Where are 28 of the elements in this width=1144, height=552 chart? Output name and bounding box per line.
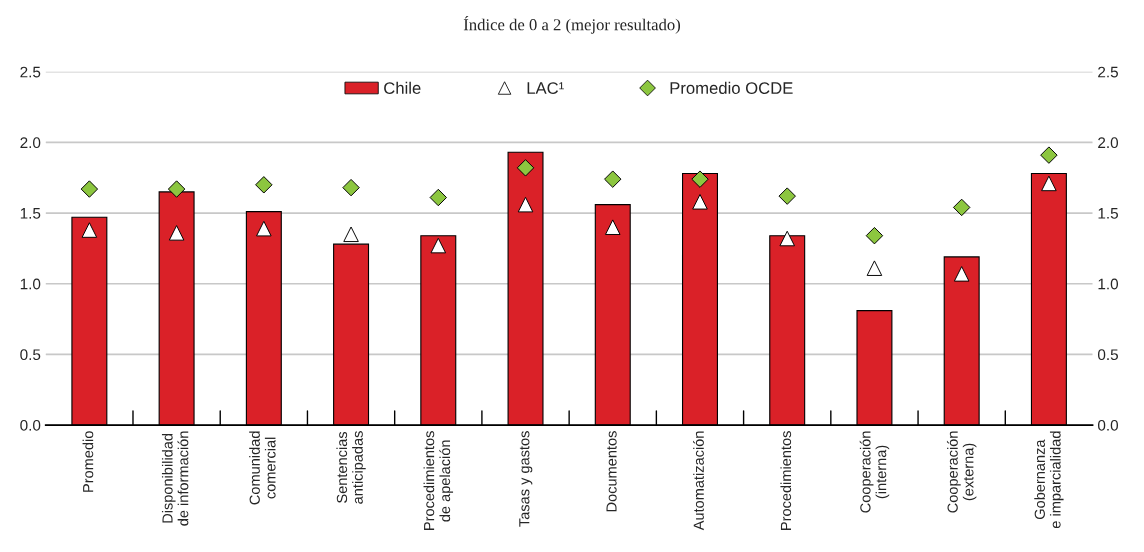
y2-tick-label: 1.0	[1098, 278, 1119, 290]
x-tick-label: Cooperación (externa)	[946, 431, 977, 513]
x-tick-label: Documentos	[606, 431, 617, 512]
x-tick-label: Disponibilidad de información	[161, 431, 189, 526]
y2-tick-label: 2.5	[1098, 66, 1118, 78]
y-tick-label: 0.5	[20, 349, 41, 361]
x-tick-label: Procedimientos de apelación	[423, 431, 454, 530]
legend-label: LAC¹	[527, 82, 564, 94]
y2-tick-label: 2.0	[1098, 137, 1119, 149]
y2-tick-label: 1.5	[1098, 208, 1118, 219]
x-tick-label: Procedimientos	[780, 431, 792, 530]
x-tick-label: Gobernanza e imparcialidad	[1034, 431, 1064, 529]
y2-tick-label: 0.0	[1097, 419, 1119, 431]
chart-title: Índice de 0 a 2 (mejor resultado)	[463, 15, 681, 34]
legend-label: Chile	[384, 81, 421, 94]
x-tick-label: Automatización	[693, 431, 704, 531]
y-tick-label: 2.5	[20, 66, 41, 78]
x-tick-label: Sentencias anticipadas	[336, 431, 366, 504]
x-tick-label: Comunidad comercial	[249, 431, 276, 505]
y2-tick-label: 0.5	[1097, 349, 1118, 361]
y-tick-label: 1.0	[20, 278, 41, 290]
x-tick-label: Tasas y gastos	[519, 431, 533, 527]
legend-label: Promedio OCDE	[670, 81, 793, 94]
y-tick-label: 0.0	[20, 419, 41, 431]
y-tick-label: 2.0	[20, 137, 41, 149]
x-tick-label: Promedio	[82, 431, 94, 492]
x-tick-label: Cooperación (interna)	[859, 431, 890, 513]
y-tick-label: 1.5	[20, 208, 41, 219]
